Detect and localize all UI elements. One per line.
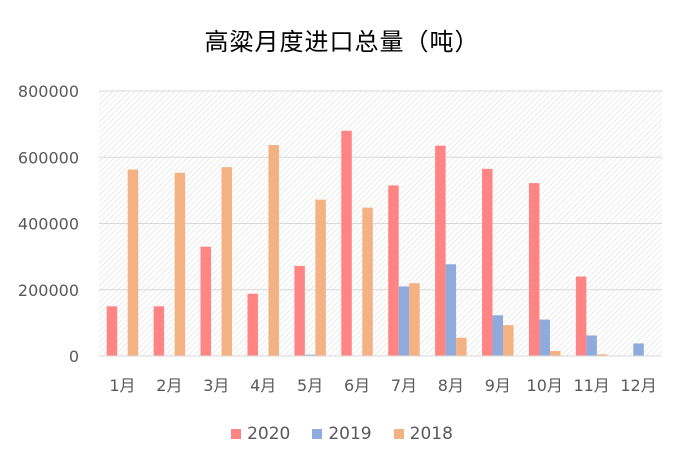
bar-2020-2 — [153, 306, 165, 356]
bar-2019-12 — [633, 343, 644, 356]
bar-2018-1 — [127, 169, 139, 356]
legend-item-2020: 2020 — [231, 424, 290, 444]
y-tick-label: 600000 — [18, 148, 79, 167]
bar-2020-1 — [106, 306, 118, 356]
x-tick-label: 4月 — [250, 376, 276, 395]
legend-swatch — [231, 429, 242, 439]
bar-2020-10 — [528, 183, 540, 356]
bar-2020-5 — [294, 265, 305, 356]
bar-2018-7 — [409, 283, 420, 357]
x-tick-label: 11月 — [573, 376, 609, 395]
bar-2018-5 — [315, 199, 326, 356]
gridlines — [99, 90, 662, 291]
bar-2019-7 — [398, 286, 410, 356]
bar-2020-11 — [575, 276, 587, 356]
x-tick-label: 8月 — [438, 376, 464, 395]
bar-2019-8 — [445, 264, 457, 356]
legend-swatch — [393, 429, 404, 439]
y-tick-label: 0 — [69, 347, 79, 366]
bars — [106, 130, 644, 357]
x-tick-label: 12月 — [620, 376, 656, 395]
bar-2018-4 — [268, 144, 279, 356]
x-axis-ticks: 1月 2月 3月 4月 5月 6月 7月 8月 9月 10月 11月 12月 — [109, 376, 656, 395]
y-tick-label: 400000 — [18, 215, 79, 234]
bar-2018-8 — [456, 337, 467, 356]
x-tick-label: 3月 — [203, 376, 229, 395]
bar-2018-6 — [362, 207, 373, 356]
bar-2020-4 — [247, 293, 258, 356]
legend-label: 2020 — [247, 424, 291, 444]
bar-2018-2 — [174, 172, 186, 356]
y-tick-label: 800000 — [18, 82, 79, 101]
chart-title: 高粱月度进口总量（吨） — [204, 28, 480, 56]
bar-2020-7 — [388, 185, 399, 356]
bar-2018-9 — [503, 325, 514, 356]
legend-swatch — [312, 429, 323, 439]
legend-item-2019: 2019 — [312, 424, 372, 444]
legend-label: 2019 — [328, 424, 372, 444]
x-tick-label: 1月 — [109, 376, 135, 395]
bar-2018-3 — [221, 167, 233, 356]
bar-2020-3 — [200, 246, 212, 356]
bar-2018-11 — [596, 354, 608, 356]
bar-2020-6 — [341, 130, 352, 356]
bar-2019-10 — [539, 319, 550, 356]
x-tick-label: 6月 — [344, 376, 370, 395]
bar-2019-11 — [586, 335, 597, 356]
x-tick-label: 10月 — [527, 376, 563, 395]
legend-label: 2018 — [409, 424, 453, 444]
bar-2018-10 — [549, 351, 561, 356]
legend: 2020 2019 2018 — [0, 424, 684, 444]
x-tick-label: 9月 — [485, 376, 511, 395]
x-tick-label: 5月 — [297, 376, 323, 395]
legend-item-2018: 2018 — [393, 424, 453, 444]
y-axis-ticks: 0 200000 400000 600000 800000 — [18, 82, 79, 366]
x-tick-label: 7月 — [391, 376, 417, 395]
bar-2020-9 — [482, 168, 493, 356]
bar-2019-9 — [492, 315, 504, 356]
x-tick-label: 2月 — [156, 376, 182, 395]
bar-2020-8 — [435, 145, 446, 356]
bar-2019-5 — [304, 354, 316, 356]
y-tick-label: 200000 — [18, 281, 79, 300]
